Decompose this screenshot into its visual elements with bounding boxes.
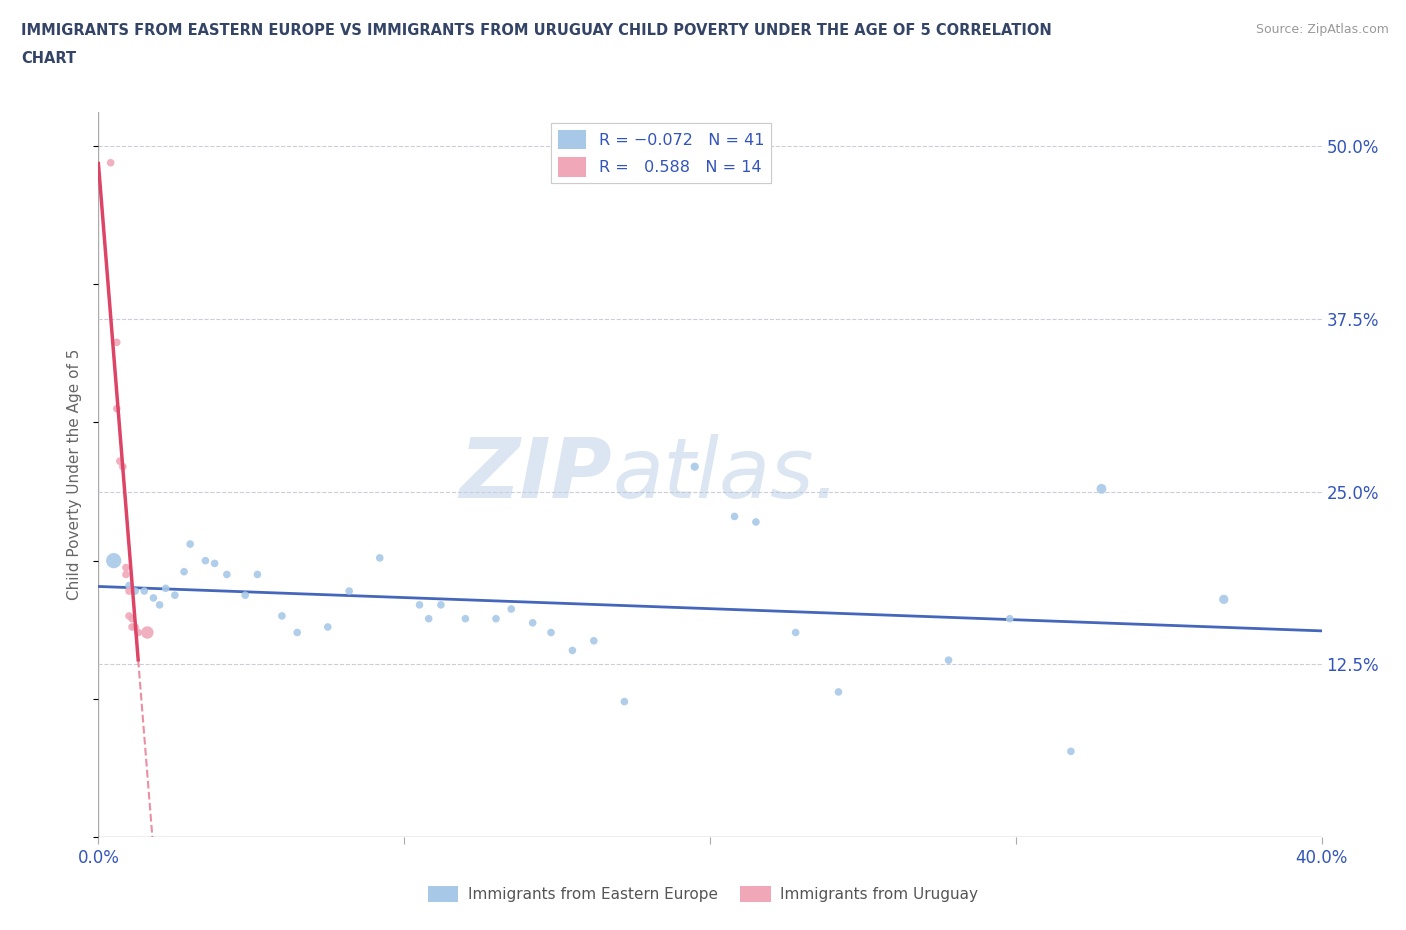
Point — [998, 611, 1021, 626]
Text: CHART: CHART — [21, 51, 76, 66]
Point — [723, 509, 745, 524]
Point — [316, 619, 339, 634]
Point — [118, 608, 141, 623]
Point — [785, 625, 807, 640]
Point — [115, 567, 138, 582]
Text: atlas.: atlas. — [612, 433, 841, 515]
Point — [501, 602, 523, 617]
Point — [142, 591, 165, 605]
Point — [124, 619, 146, 634]
Point — [105, 401, 128, 416]
Point — [418, 611, 440, 626]
Point — [115, 560, 138, 575]
Text: Source: ZipAtlas.com: Source: ZipAtlas.com — [1256, 23, 1389, 36]
Legend: R = −0.072   N = 41, R =   0.588   N = 14: R = −0.072 N = 41, R = 0.588 N = 14 — [551, 123, 770, 183]
Point — [485, 611, 508, 626]
Text: IMMIGRANTS FROM EASTERN EUROPE VS IMMIGRANTS FROM URUGUAY CHILD POVERTY UNDER TH: IMMIGRANTS FROM EASTERN EUROPE VS IMMIGR… — [21, 23, 1052, 38]
Point — [827, 684, 849, 699]
Point — [108, 454, 131, 469]
Point — [368, 551, 391, 565]
Point — [163, 588, 186, 603]
Point — [285, 625, 308, 640]
Point — [118, 578, 141, 593]
Point — [121, 619, 143, 634]
Point — [121, 611, 143, 626]
Point — [1212, 591, 1234, 606]
Point — [582, 633, 605, 648]
Point — [522, 616, 544, 631]
Point — [134, 584, 156, 599]
Point — [194, 553, 217, 568]
Point — [105, 335, 128, 350]
Point — [149, 597, 172, 612]
Point — [204, 556, 226, 571]
Point — [683, 459, 706, 474]
Point — [111, 459, 134, 474]
Point — [100, 155, 122, 170]
Point — [561, 643, 583, 658]
Point — [233, 588, 256, 603]
Point — [938, 653, 960, 668]
Point — [454, 611, 477, 626]
Point — [408, 597, 430, 612]
Point — [540, 625, 562, 640]
Point — [270, 608, 292, 623]
Point — [155, 581, 177, 596]
Point — [613, 694, 636, 709]
Point — [430, 597, 453, 612]
Y-axis label: Child Poverty Under the Age of 5: Child Poverty Under the Age of 5 — [67, 349, 83, 600]
Point — [136, 625, 159, 640]
Point — [118, 584, 141, 599]
Point — [179, 537, 201, 551]
Point — [103, 553, 125, 568]
Point — [124, 584, 146, 599]
Point — [1090, 482, 1112, 497]
Point — [1060, 744, 1083, 759]
Point — [127, 625, 149, 640]
Point — [337, 584, 360, 599]
Point — [745, 514, 768, 529]
Text: ZIP: ZIP — [460, 433, 612, 515]
Point — [246, 567, 269, 582]
Point — [173, 565, 195, 579]
Point — [215, 567, 238, 582]
Legend: Immigrants from Eastern Europe, Immigrants from Uruguay: Immigrants from Eastern Europe, Immigran… — [422, 880, 984, 909]
